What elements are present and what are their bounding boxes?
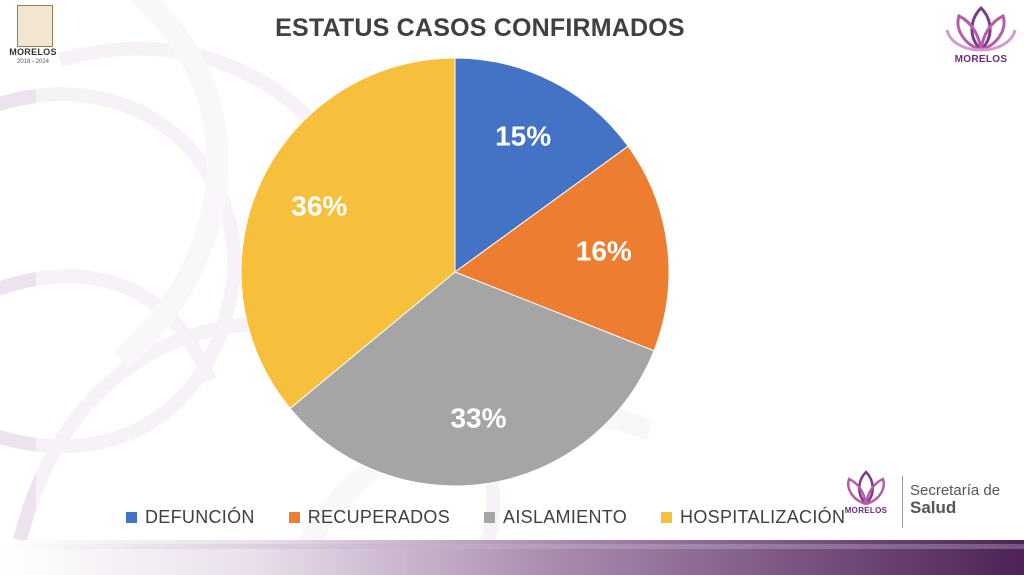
legend-label-defuncion: DEFUNCIÓN: [145, 506, 255, 527]
pie-slice-hospitalizacion: [240, 57, 456, 410]
legend-swatch-defuncion: [126, 511, 137, 523]
coat-of-arms-icon: [17, 5, 53, 47]
legend-label-recuperados: RECUPERADOS: [307, 506, 451, 527]
morelos-brand-text: MORELOS: [954, 54, 1008, 65]
morelos-logo-text: MORELOS: [9, 47, 57, 57]
pie-slice-defuncion: [454, 57, 629, 273]
data-label-hospitalizacion: 36%: [291, 191, 347, 222]
lotus-flower-icon: [945, 5, 1017, 52]
legend-item-defuncion: DEFUNCIÓN: [126, 507, 255, 528]
legend-label-aislamiento: AISLAMIENTO: [503, 506, 628, 527]
footer-accent-strip: [0, 544, 1024, 549]
morelos-coat-of-arms-logo: MORELOS 2018 - 2024: [5, 3, 61, 69]
lotus-flower-icon: [847, 470, 885, 506]
legend-swatch-recuperados: [288, 511, 300, 523]
chart-legend: DEFUNCIÓN RECUPERADOS AISLAMIENTO HOSPIT…: [126, 505, 845, 529]
morelos-footer-logo: MORELOS: [838, 470, 894, 534]
legend-item-aislamiento: AISLAMIENTO: [484, 507, 627, 528]
pie-slice-aislamiento: [289, 271, 655, 487]
pie-chart: 15% 16% 33% 36%: [240, 57, 670, 487]
department-name-line2: Salud: [910, 498, 957, 517]
department-name-line1: Secretaría de: [910, 482, 1001, 499]
morelos-logo-years: 2018 - 2024: [16, 59, 50, 65]
legend-swatch-aislamiento: [484, 511, 496, 523]
legend-item-hospitalizacion: HOSPITALIZACIÓN: [661, 507, 845, 528]
data-label-recuperados: 16%: [576, 236, 632, 267]
legend-item-recuperados: RECUPERADOS: [288, 506, 451, 528]
pie-slice-recuperados: [453, 145, 670, 352]
data-label-aislamiento: 33%: [450, 403, 506, 434]
legend-label-hospitalizacion: HOSPITALIZACIÓN: [680, 506, 846, 527]
chart-title: ESTATUS CASOS CONFIRMADOS: [275, 14, 685, 42]
legend-swatch-hospitalizacion: [661, 511, 673, 523]
logo-divider: [902, 476, 903, 528]
morelos-brand-logo: MORELOS: [945, 4, 1017, 84]
data-label-defuncion: 15%: [495, 121, 551, 152]
morelos-footer-logo-text: MORELOS: [844, 506, 888, 515]
